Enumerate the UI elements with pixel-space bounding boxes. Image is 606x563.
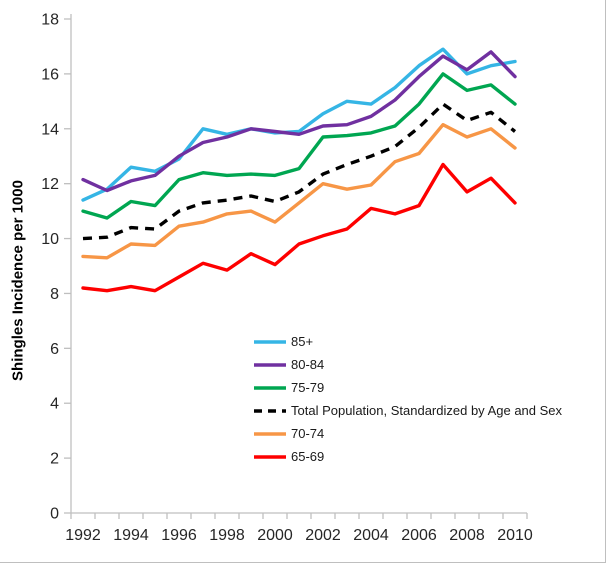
series-line-80-84 xyxy=(81,50,517,193)
x-axis-tick-label: 1996 xyxy=(161,527,197,544)
legend-item-80-84: 80-84 xyxy=(253,353,562,376)
y-axis-tick-label: 8 xyxy=(50,286,59,303)
x-axis-tick-label: 1994 xyxy=(113,527,149,544)
y-axis-tick-label: 16 xyxy=(41,66,59,83)
y-axis-tick-label: 10 xyxy=(41,231,59,248)
legend-line-swatch xyxy=(254,454,286,459)
legend: 85+ 80-84 75-79 Total Population, Standardi… xyxy=(253,330,562,468)
legend-line-swatch xyxy=(254,362,286,367)
legend-item-total-population-standardized-by-age-and-sex: Total Population, Standardized by Age an… xyxy=(253,399,562,422)
y-axis-tick-label: 0 xyxy=(50,506,59,523)
legend-label: 80-84 xyxy=(291,357,325,372)
x-axis-tick-label: 2006 xyxy=(401,527,437,544)
legend-label: 70-74 xyxy=(291,426,325,441)
legend-item-75-79: 75-79 xyxy=(253,376,562,399)
legend-label: 85+ xyxy=(291,334,314,349)
legend-label: 65-69 xyxy=(291,449,325,464)
legend-item-65-69: 65-69 xyxy=(253,445,562,468)
x-axis-tick-label: 2008 xyxy=(449,527,485,544)
y-axis-tick-label: 18 xyxy=(41,12,59,29)
y-axis-tick-label: 4 xyxy=(50,396,59,413)
legend-line-swatch xyxy=(254,385,286,390)
legend-line-swatch xyxy=(254,408,286,413)
legend-label: 75-79 xyxy=(291,380,325,395)
series-line-75-79 xyxy=(81,72,517,220)
y-axis-tick-label: 14 xyxy=(41,121,59,138)
series-line-65-69 xyxy=(81,162,517,293)
legend-item-85: 85+ xyxy=(253,330,562,353)
legend-label: Total Population, Standardized by Age an… xyxy=(291,403,563,418)
legend-line-swatch xyxy=(254,431,286,436)
x-axis-tick-label: 2004 xyxy=(353,527,389,544)
series-line-85 xyxy=(81,47,517,202)
x-axis-tick-label: 1992 xyxy=(65,527,101,544)
x-axis-tick-label: 1998 xyxy=(209,527,245,544)
series-line-total-population-standardized-by-age-and-sex xyxy=(82,102,517,241)
y-axis-tick-label: 12 xyxy=(41,176,59,193)
legend-line-swatch xyxy=(254,339,286,344)
x-axis-tick-label: 2002 xyxy=(305,527,341,544)
series-line-70-74 xyxy=(81,122,517,260)
x-axis-tick-label: 2010 xyxy=(497,527,533,544)
x-axis-tick-label: 2000 xyxy=(257,527,293,544)
y-axis-tick-label: 2 xyxy=(50,451,59,468)
y-axis-title: Shingles Incidence per 1000 xyxy=(9,180,27,381)
legend-item-70-74: 70-74 xyxy=(253,422,562,445)
y-axis-tick-label: 6 xyxy=(50,341,59,358)
